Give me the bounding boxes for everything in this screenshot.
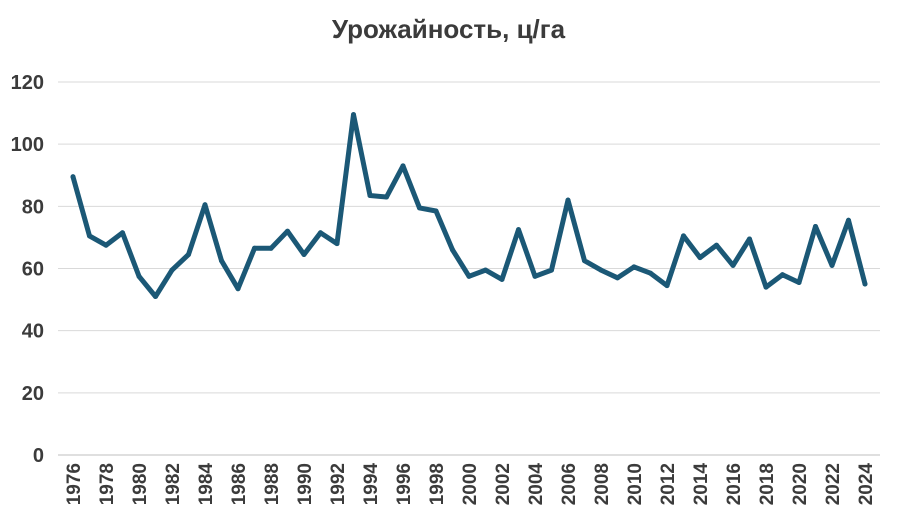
data-point (697, 255, 703, 261)
data-point (120, 230, 125, 236)
data-point (730, 262, 736, 268)
y-tick-label: 40 (22, 321, 44, 343)
data-point (631, 264, 637, 270)
data-point (862, 281, 868, 287)
x-axis-ticks: 1976 1978 1980 1982 1984 1986 1988 1990 1992 1994… (64, 463, 877, 506)
y-tick-label: 120 (11, 72, 44, 94)
data-point (433, 208, 439, 214)
x-tick-label: 2002 (493, 463, 514, 505)
x-tick-label: 1990 (295, 463, 316, 505)
data-point (846, 217, 851, 223)
x-tick-label: 1996 (394, 463, 415, 505)
data-point (582, 258, 587, 264)
data-point (87, 233, 92, 239)
x-tick-label: 2020 (790, 463, 811, 505)
data-point (153, 294, 158, 299)
x-tick-label: 1976 (64, 463, 85, 505)
data-point (351, 112, 356, 118)
data-point (780, 272, 785, 278)
data-point (103, 242, 109, 248)
data-point (499, 276, 505, 282)
y-tick-label: 20 (22, 383, 44, 405)
x-tick-label: 2014 (691, 463, 712, 506)
data-point (417, 205, 422, 211)
x-tick-label: 2016 (724, 463, 745, 505)
x-tick-label: 2008 (592, 463, 613, 505)
data-point (714, 242, 719, 248)
x-tick-label: 2004 (526, 463, 547, 506)
data-point (318, 230, 323, 236)
series-line (70, 112, 868, 299)
x-tick-label: 1982 (163, 463, 184, 505)
data-point (648, 270, 653, 276)
chart-title: Урожайность, ц/га (331, 14, 566, 44)
x-tick-label: 1994 (361, 463, 382, 506)
data-point (450, 247, 455, 253)
y-tick-label: 80 (22, 196, 44, 218)
data-point (532, 273, 538, 279)
data-point (796, 280, 802, 285)
y-axis-ticks: 0 20 40 60 80 100 120 (11, 72, 44, 467)
data-point (367, 193, 373, 198)
x-tick-label: 1980 (130, 463, 151, 505)
data-point (516, 227, 521, 233)
data-point (747, 236, 752, 242)
data-point (268, 245, 274, 251)
y-tick-label: 100 (11, 134, 44, 156)
x-tick-label: 2010 (625, 463, 646, 505)
x-tick-label: 2024 (856, 463, 877, 506)
data-point (565, 197, 571, 203)
x-tick-label: 2006 (559, 463, 580, 505)
data-point (384, 194, 389, 200)
y-tick-label: 60 (22, 259, 44, 281)
x-tick-label: 2000 (460, 463, 481, 505)
data-point (483, 267, 488, 273)
data-point (466, 273, 472, 279)
data-point (252, 245, 257, 251)
x-tick-label: 2018 (757, 463, 778, 505)
gridlines (58, 81, 880, 456)
data-point (400, 163, 406, 169)
x-tick-label: 1992 (328, 463, 349, 505)
data-point (169, 267, 175, 273)
data-point (681, 233, 686, 239)
x-tick-label: 2022 (823, 463, 844, 505)
x-tick-label: 1988 (262, 463, 283, 505)
data-point (334, 241, 340, 247)
data-point (285, 228, 290, 234)
data-point (615, 275, 620, 281)
data-point (598, 267, 604, 273)
data-point (813, 224, 818, 229)
x-tick-label: 1984 (196, 463, 217, 506)
data-point (202, 202, 208, 208)
series-group (70, 112, 868, 299)
data-point (186, 252, 191, 257)
x-tick-label: 2012 (658, 463, 679, 505)
data-point (829, 262, 835, 268)
x-tick-label: 1978 (97, 463, 118, 505)
data-point (763, 284, 769, 290)
data-point (70, 174, 76, 180)
y-tick-label: 0 (33, 445, 44, 467)
data-point (136, 273, 142, 279)
data-point (301, 252, 307, 257)
data-point (219, 258, 224, 264)
data-point (549, 267, 554, 273)
data-point (664, 283, 670, 289)
x-tick-label: 1998 (427, 463, 448, 505)
data-point (235, 286, 241, 292)
x-tick-label: 1986 (229, 463, 250, 505)
